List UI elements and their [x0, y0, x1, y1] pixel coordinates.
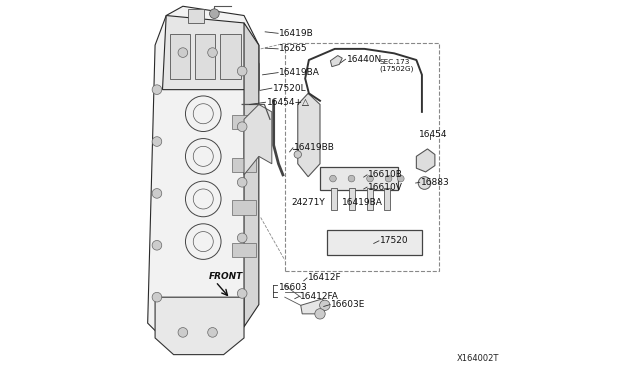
Bar: [320, 167, 398, 190]
Circle shape: [152, 240, 162, 250]
Polygon shape: [244, 105, 272, 175]
Text: 16610B: 16610B: [368, 170, 403, 179]
Circle shape: [315, 309, 325, 319]
Circle shape: [152, 292, 162, 302]
Bar: [328, 231, 422, 254]
Circle shape: [237, 122, 247, 132]
Bar: [195, 34, 216, 78]
Circle shape: [237, 289, 247, 298]
Text: 16419BB: 16419BB: [294, 143, 335, 152]
Bar: [367, 188, 372, 210]
Circle shape: [208, 48, 218, 57]
Circle shape: [367, 175, 373, 182]
Bar: [349, 188, 355, 210]
Circle shape: [208, 328, 218, 337]
Bar: [285, 43, 438, 271]
Text: 16454+△: 16454+△: [267, 98, 310, 107]
Polygon shape: [148, 6, 259, 341]
Text: 16440N: 16440N: [347, 55, 382, 64]
Bar: [170, 34, 190, 78]
Bar: [188, 9, 204, 23]
Bar: [331, 188, 337, 210]
Bar: [385, 188, 390, 210]
Circle shape: [178, 328, 188, 337]
Circle shape: [209, 9, 219, 19]
Text: 16603: 16603: [278, 283, 307, 292]
Text: FRONT: FRONT: [209, 272, 243, 280]
Circle shape: [178, 48, 188, 57]
Bar: [232, 201, 256, 215]
Polygon shape: [298, 93, 320, 177]
Circle shape: [294, 151, 301, 158]
Text: 16419BA: 16419BA: [279, 68, 320, 77]
Circle shape: [348, 175, 355, 182]
Circle shape: [397, 175, 404, 182]
Circle shape: [319, 300, 330, 311]
Circle shape: [385, 175, 392, 182]
Bar: [220, 34, 241, 78]
Circle shape: [152, 85, 162, 94]
Bar: [232, 243, 256, 257]
Circle shape: [237, 177, 247, 187]
Text: 16454: 16454: [419, 130, 448, 140]
Text: 16412FA: 16412FA: [300, 292, 339, 301]
Text: 16883: 16883: [421, 178, 449, 187]
Text: 16265: 16265: [279, 44, 308, 53]
Text: 17520L: 17520L: [273, 84, 307, 93]
Bar: [232, 158, 256, 172]
Text: 16419B: 16419B: [279, 29, 314, 38]
Polygon shape: [330, 55, 342, 67]
Circle shape: [237, 233, 247, 243]
Text: 16419BA: 16419BA: [342, 198, 382, 207]
Text: 24271Y: 24271Y: [291, 198, 325, 207]
Circle shape: [418, 177, 431, 189]
Circle shape: [152, 189, 162, 198]
Polygon shape: [244, 23, 259, 327]
Circle shape: [330, 175, 336, 182]
Polygon shape: [417, 149, 435, 172]
Polygon shape: [155, 297, 244, 355]
Polygon shape: [301, 299, 329, 314]
Polygon shape: [163, 16, 259, 90]
Text: X164002T: X164002T: [456, 354, 499, 363]
Text: 17520: 17520: [380, 236, 409, 246]
Bar: [232, 115, 256, 129]
Circle shape: [237, 66, 247, 76]
Circle shape: [152, 137, 162, 146]
Text: SEC.173
(17502G): SEC.173 (17502G): [380, 59, 413, 72]
Text: 16412F: 16412F: [308, 273, 342, 282]
Text: 16610V: 16610V: [368, 183, 403, 192]
Text: 16603E: 16603E: [331, 300, 365, 309]
